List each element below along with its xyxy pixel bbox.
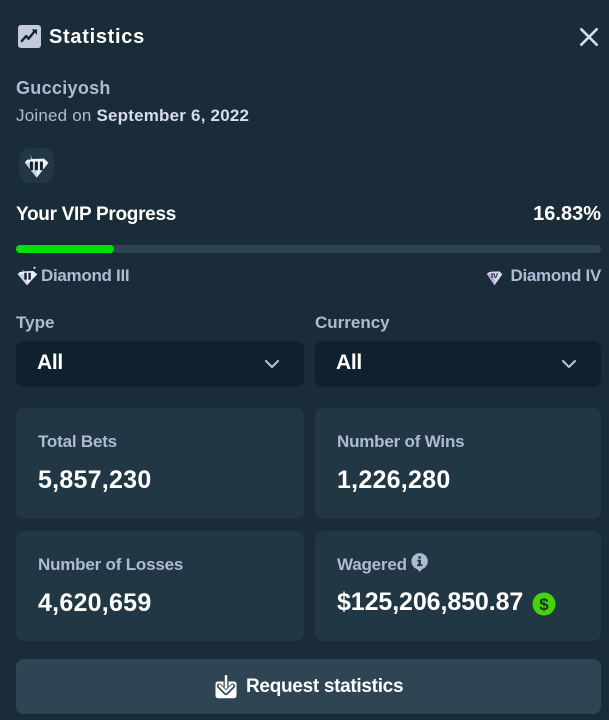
svg-text:IV: IV: [491, 271, 498, 280]
svg-text:$: $: [539, 595, 549, 614]
